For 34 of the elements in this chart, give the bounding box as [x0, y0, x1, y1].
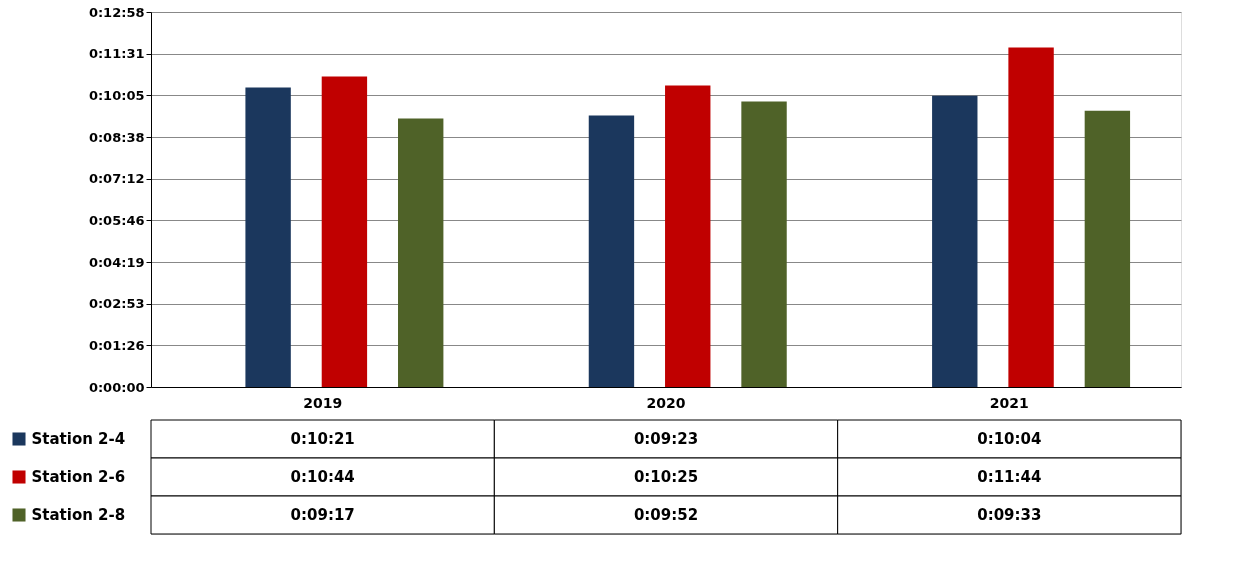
y-tick-label: 0:02:53 [88, 296, 145, 312]
data-label: 0:10:04 [977, 430, 1042, 448]
bar [932, 95, 978, 387]
y-tick-label: 0:01:26 [88, 337, 145, 353]
bar [588, 115, 635, 387]
data-label: 0:09:33 [977, 506, 1042, 524]
legend-label: Station 2-4 [31, 430, 126, 448]
data-label: 0:11:44 [977, 468, 1042, 486]
bar [398, 118, 444, 387]
y-tick-label: 0:08:38 [88, 129, 145, 145]
y-tick-label: 0:12:58 [88, 4, 145, 20]
x-tick-label: 2021 [989, 394, 1029, 411]
bar [741, 101, 787, 387]
y-tick-label: 0:11:31 [88, 46, 145, 62]
bar [665, 85, 711, 387]
bar [1008, 47, 1054, 387]
bar [321, 76, 368, 387]
data-label: 0:09:52 [633, 506, 699, 524]
data-label: 0:10:44 [290, 468, 355, 486]
x-tick-label: 2020 [646, 394, 686, 411]
y-tick-label: 0:07:12 [88, 171, 145, 187]
y-tick-label: 0:04:19 [88, 254, 145, 270]
y-tick-label: 0:10:05 [88, 87, 145, 103]
y-tick-label: 0:05:46 [88, 212, 145, 228]
x-tick-label: 2019 [303, 394, 343, 411]
data-label: 0:10:25 [633, 468, 699, 486]
data-label: 0:10:21 [290, 430, 355, 448]
data-label: 0:09:17 [290, 506, 355, 524]
y-tick-label: 0:00:00 [88, 379, 145, 395]
bar [1084, 110, 1131, 387]
legend-label: Station 2-8 [31, 506, 126, 524]
legend-label: Station 2-6 [31, 468, 126, 486]
data-label: 0:09:23 [633, 430, 699, 448]
bar [245, 87, 291, 387]
